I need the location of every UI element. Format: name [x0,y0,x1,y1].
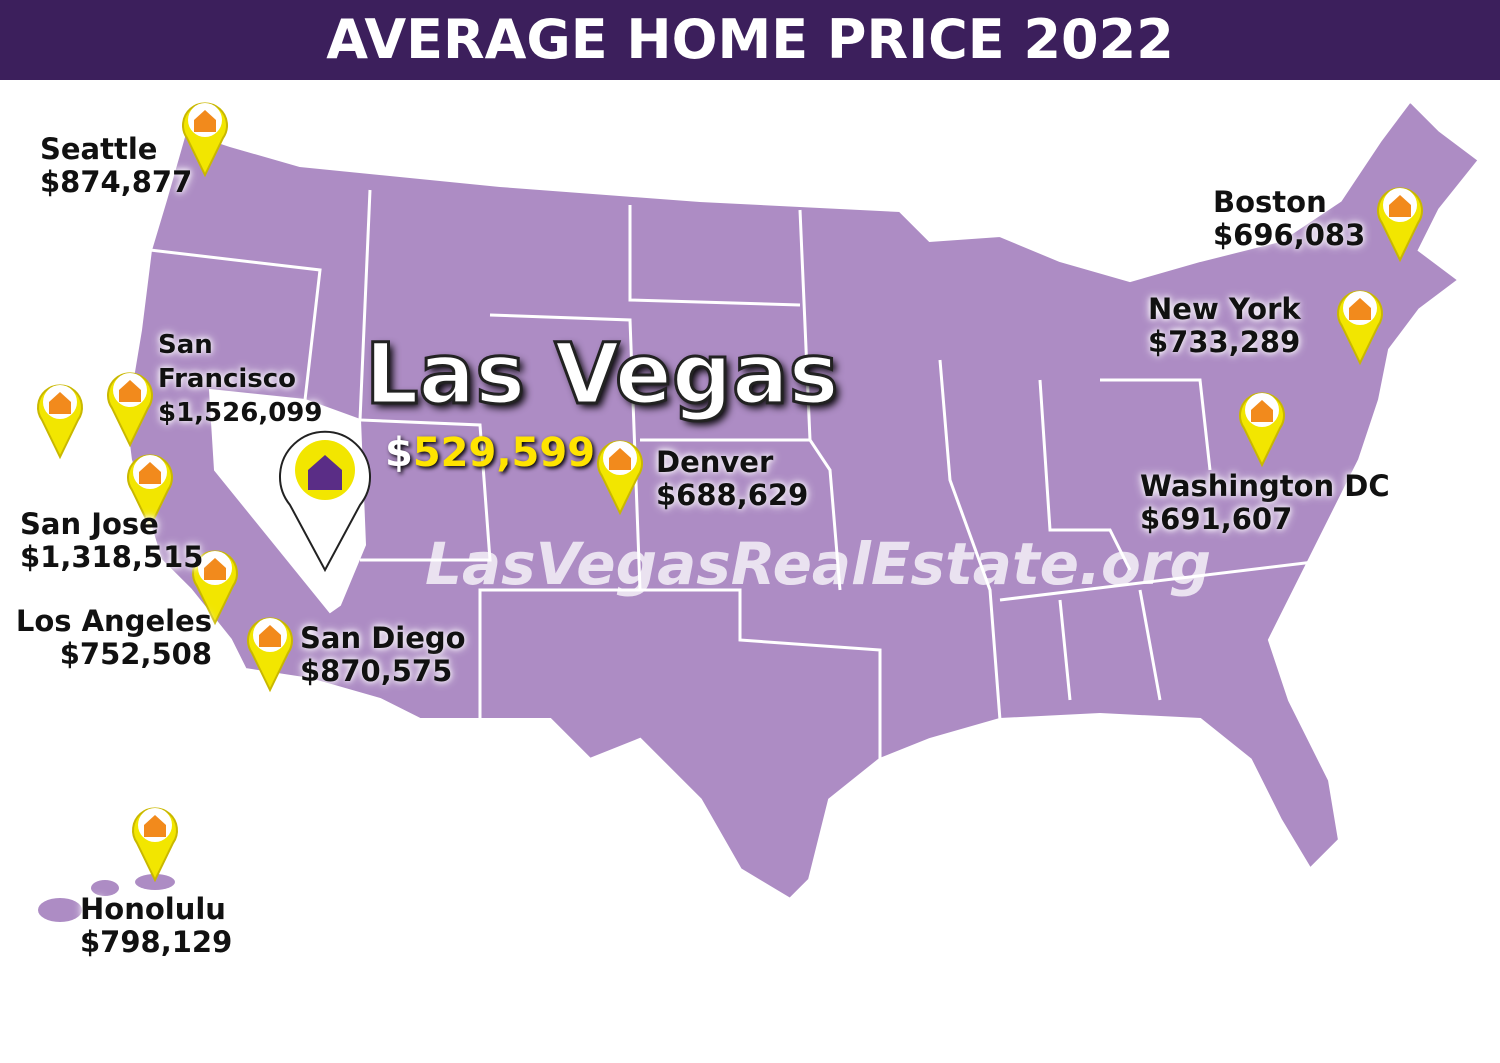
city-name: San Jose [20,507,159,541]
title: AVERAGE HOME PRICE 2022 [0,0,1500,80]
city-name: San Diego [300,621,466,655]
us-map [122,96,1483,903]
las-vegas-pin [279,430,371,573]
city-name: Denver [656,445,774,479]
city-price: $870,575 [300,654,453,688]
featured-price: $529,599 [385,430,595,476]
watermark: LasVegasRealEstate.org [425,530,1212,598]
city-label: Seattle $874,877 [40,133,192,199]
city-label: Los Angeles $752,508 [10,605,212,671]
price: 529,599 [412,430,596,476]
currency-symbol: $ [385,430,413,476]
city-price: $733,289 [1148,325,1301,359]
city-name: Washington DC [1140,469,1390,503]
city-name: Los Angeles [15,604,212,638]
city-name: Seattle [40,132,158,166]
city-label: San Diego $870,575 [300,622,466,688]
state-lines [149,189,1331,760]
city-label: San Francisco $1,526,099 [158,328,328,430]
city-price: $696,083 [1213,218,1366,252]
city-name: Boston [1213,185,1327,219]
city-label: Washington DC $691,607 [1140,470,1390,536]
city-label: Boston $696,083 [1213,186,1365,252]
city-label: Honolulu $798,129 [80,893,232,959]
city-name: San Francisco [158,330,297,394]
city-name: Honolulu [80,892,226,926]
city-price: $798,129 [80,925,233,959]
city-price: $1,526,099 [158,398,323,428]
city-price: $874,877 [40,165,193,199]
city-label: New York $733,289 [1148,293,1301,359]
city-price: $752,508 [59,637,212,671]
hawaii [38,874,175,922]
city-label: Denver $688,629 [656,446,808,512]
city-label: San Jose $1,318,515 [20,508,203,574]
city-price: $691,607 [1140,502,1293,536]
featured-city: Las Vegas [364,324,841,425]
city-name: New York [1148,292,1301,326]
city-price: $688,629 [656,478,809,512]
city-price: $1,318,515 [20,540,204,574]
